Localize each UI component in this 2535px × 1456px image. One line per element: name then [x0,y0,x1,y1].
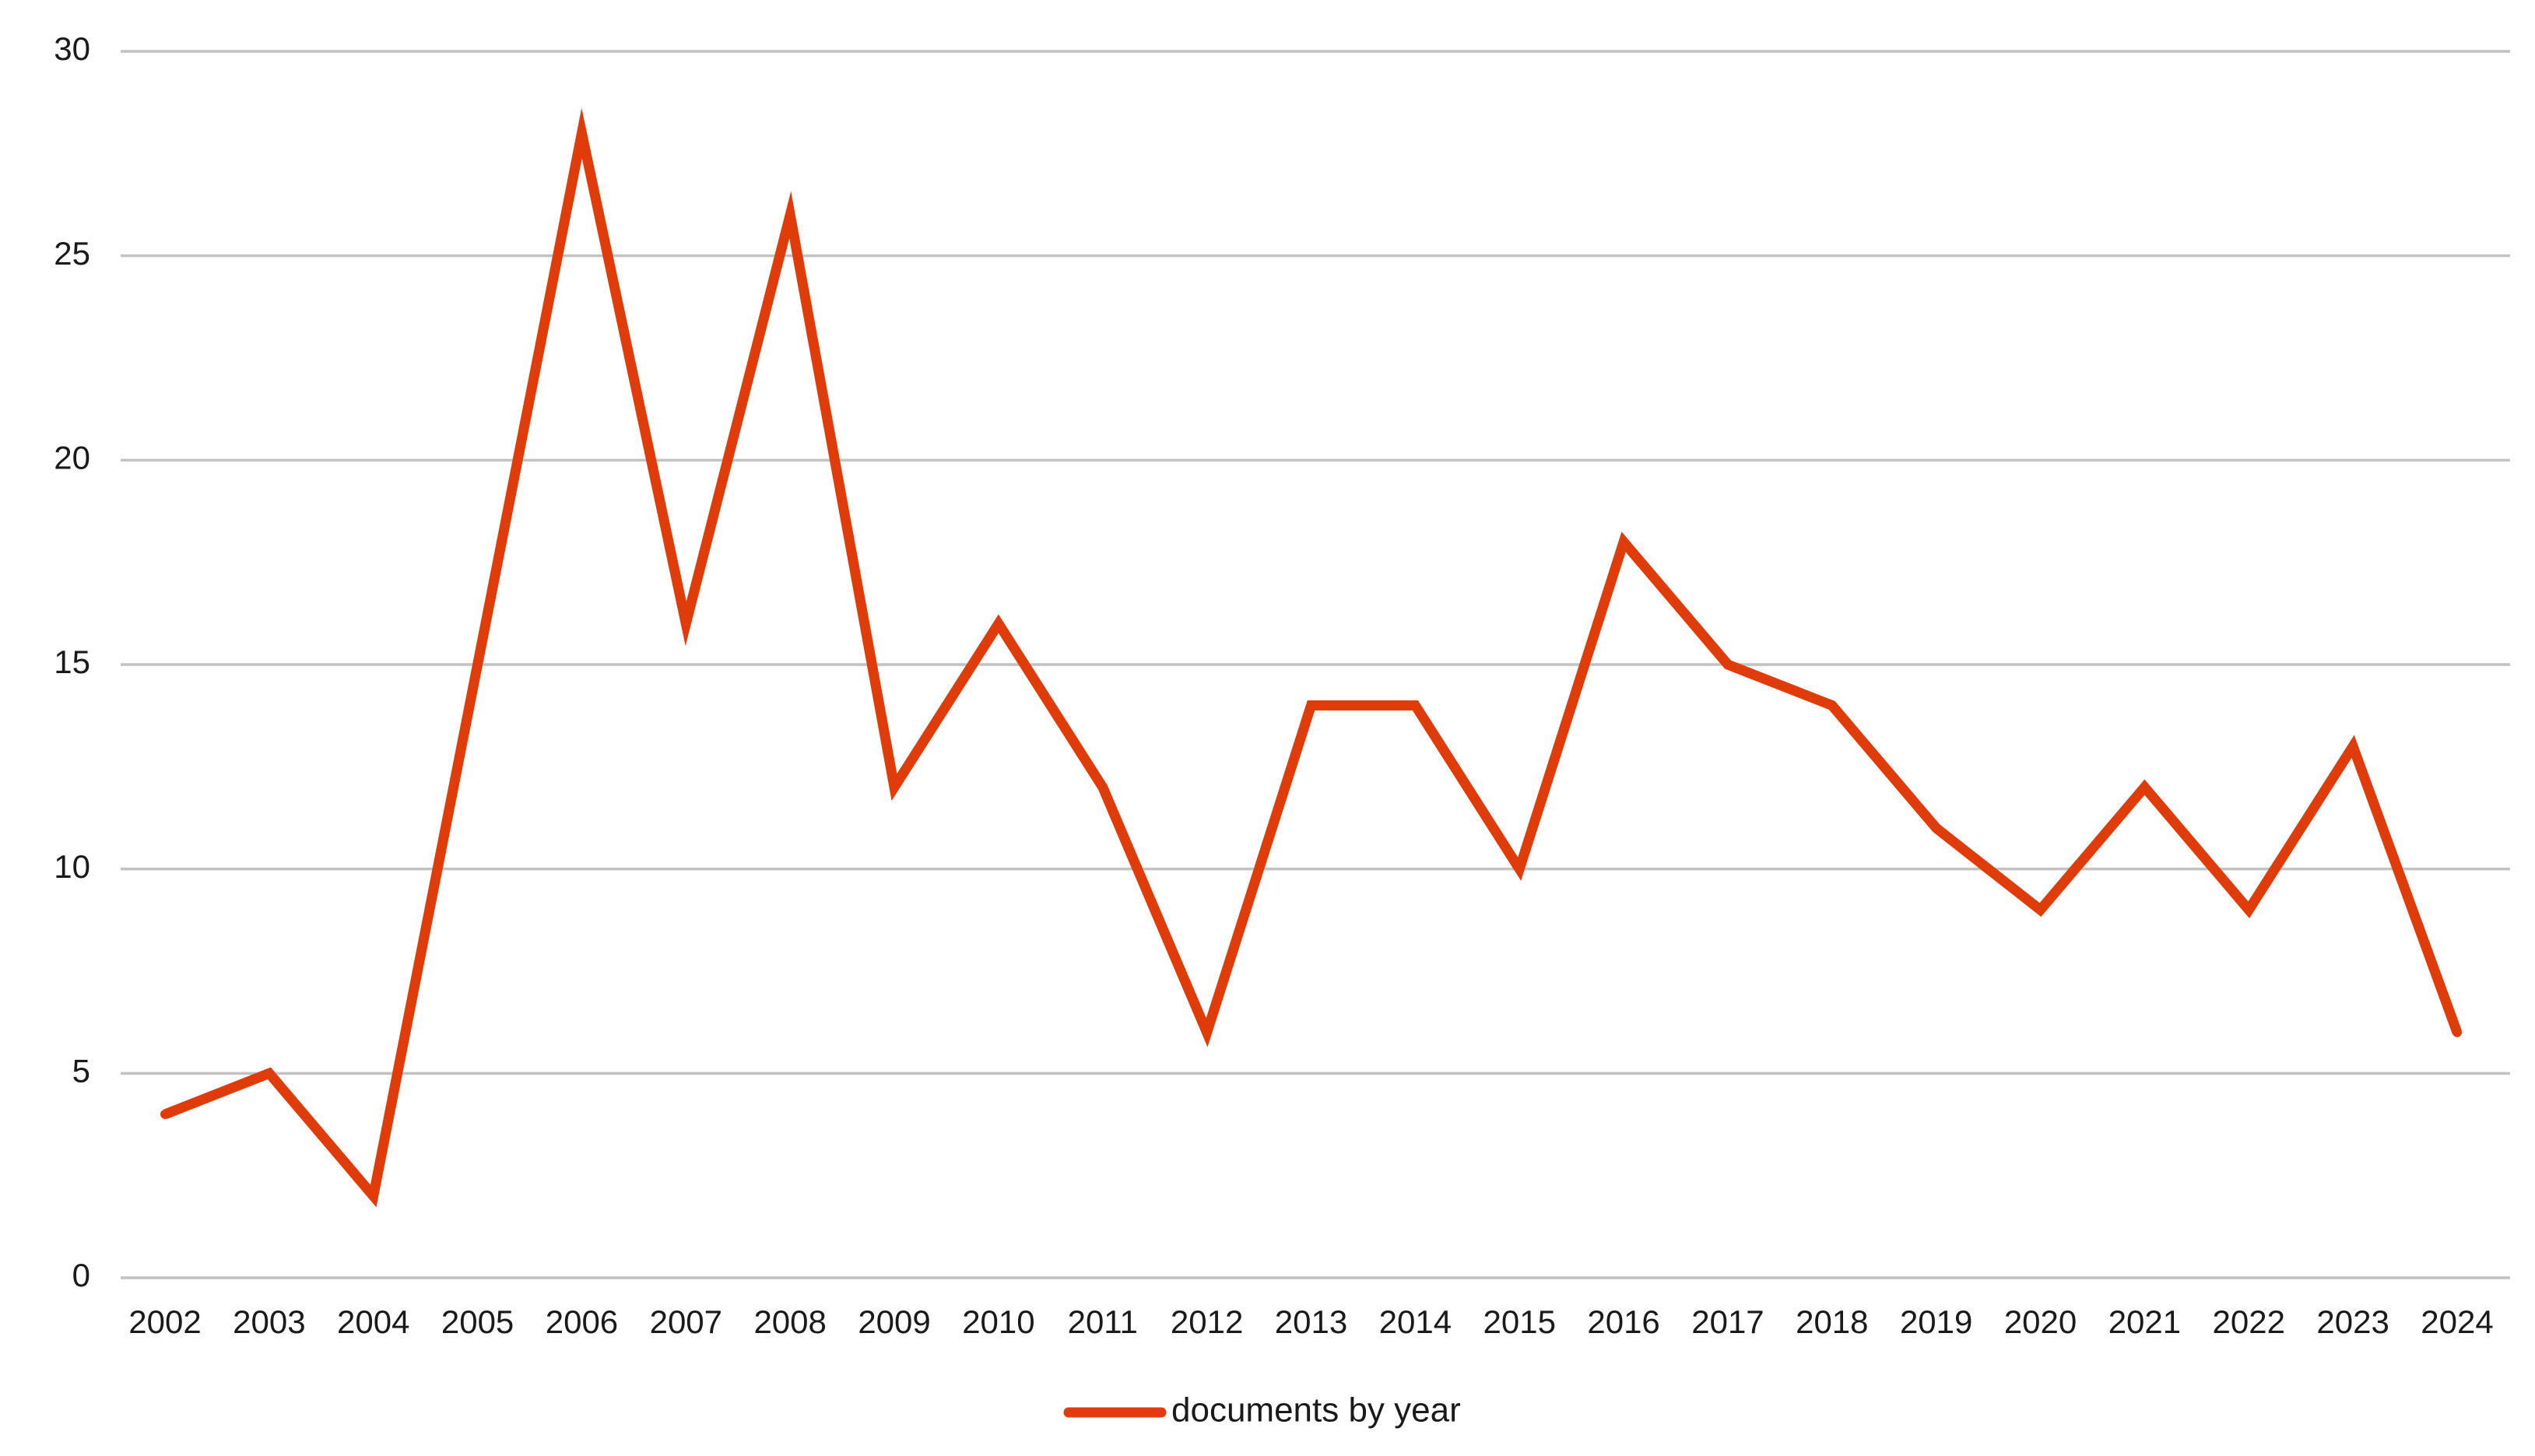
y-axis-tick-labels: 0 5 10 15 20 25 30 [54,30,90,1293]
y-tick-label: 15 [54,644,90,680]
data-point [1410,700,1420,710]
data-point [368,1191,378,1201]
y-tick-label: 5 [72,1052,90,1089]
data-point [2348,742,2358,752]
data-point [160,1109,170,1119]
data-point [1827,700,1837,710]
x-tick-label: 2021 [2108,1303,2181,1340]
x-tick-label: 2023 [2316,1303,2389,1340]
x-tick-label: 2020 [2004,1303,2077,1340]
x-tick-label: 2017 [1691,1303,1764,1340]
x-tick-label: 2004 [337,1303,409,1340]
x-tick-label: 2011 [1068,1303,1138,1340]
data-point [1097,782,1108,792]
y-tick-label: 20 [54,439,90,475]
x-tick-label: 2022 [2213,1303,2285,1340]
data-point [1931,823,1941,833]
y-tick-label: 10 [54,848,90,885]
x-tick-label: 2015 [1483,1303,1556,1340]
y-tick-label: 0 [72,1257,90,1293]
data-point [264,1068,274,1079]
data-point [1722,660,1733,669]
x-tick-label: 2012 [1171,1303,1243,1340]
legend: documents by year [1063,1391,1461,1430]
x-tick-label: 2008 [753,1303,826,1340]
data-point [1619,537,1629,547]
series-lines [160,107,2463,1208]
legend-label-documents-by-year: documents by year [1171,1391,1461,1430]
x-axis-tick-labels: 2002 2003 2004 2005 2006 2007 2008 2009 2010 2011… [128,1303,2493,1340]
x-tick-label: 2007 [650,1303,722,1340]
data-point [681,619,691,629]
x-tick-label: 2003 [233,1303,305,1340]
x-tick-label: 2016 [1587,1303,1659,1340]
data-point [472,660,483,669]
x-tick-label: 2005 [441,1303,514,1340]
data-point [890,782,900,792]
data-point [2452,1027,2462,1037]
data-point [1202,1027,1212,1037]
x-tick-label: 2009 [858,1303,930,1340]
x-tick-label: 2014 [1379,1303,1452,1340]
data-point [993,619,1003,629]
x-tick-label: 2006 [546,1303,618,1340]
data-point [2035,905,2045,915]
y-tick-label: 25 [54,235,90,272]
y-tick-label: 30 [54,30,90,67]
x-tick-label: 2018 [1796,1303,1868,1340]
x-tick-label: 2019 [1900,1303,1972,1340]
x-tick-label: 2002 [128,1303,201,1340]
x-tick-label: 2024 [2421,1303,2493,1340]
data-point [785,210,795,220]
data-point [2244,905,2254,915]
data-point [577,128,587,139]
data-point [2140,782,2150,792]
data-point [1306,700,1316,710]
data-point [1515,864,1525,874]
x-tick-label: 2013 [1275,1303,1347,1340]
x-tick-label: 2010 [962,1303,1034,1340]
